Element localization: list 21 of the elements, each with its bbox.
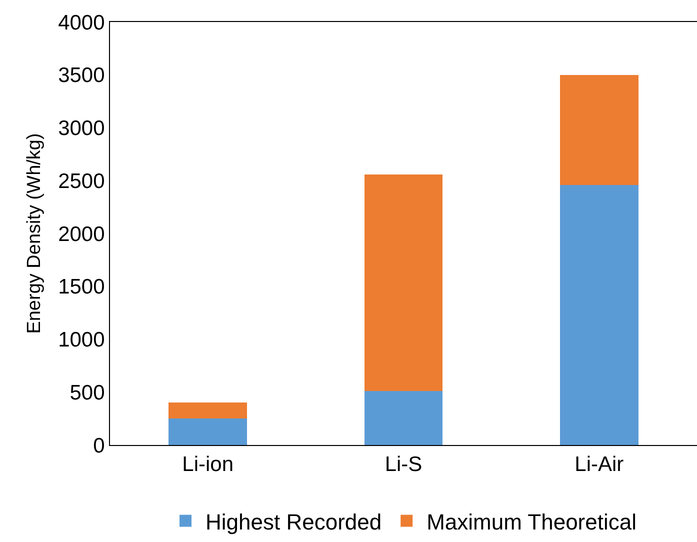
y-tick-label: 2000 xyxy=(58,222,105,246)
bar xyxy=(560,74,638,185)
y-tick-label: 2500 xyxy=(58,170,105,193)
bar xyxy=(364,174,443,392)
bar xyxy=(364,391,443,445)
y-tick-label: 4000 xyxy=(58,11,105,34)
y-tick-label: 0 xyxy=(93,434,105,458)
legend-label: Maximum Theoretical xyxy=(426,509,636,534)
x-tick-label: Li-Air xyxy=(574,453,624,476)
bar xyxy=(560,184,638,445)
legend-label: Highest Recorded xyxy=(206,509,382,534)
y-tick-label: 3500 xyxy=(58,64,105,88)
y-tick-label: 3000 xyxy=(58,117,105,140)
x-tick-label: Li-S xyxy=(384,453,422,476)
x-tick-label: Li-ion xyxy=(182,453,234,476)
bar xyxy=(168,402,247,419)
y-axis-title: Energy Density (Wh/kg) xyxy=(24,133,45,334)
y-tick-label: 1000 xyxy=(58,328,105,352)
bar xyxy=(168,418,247,445)
y-tick-label: 1500 xyxy=(58,276,105,299)
y-tick-label: 500 xyxy=(70,381,105,404)
